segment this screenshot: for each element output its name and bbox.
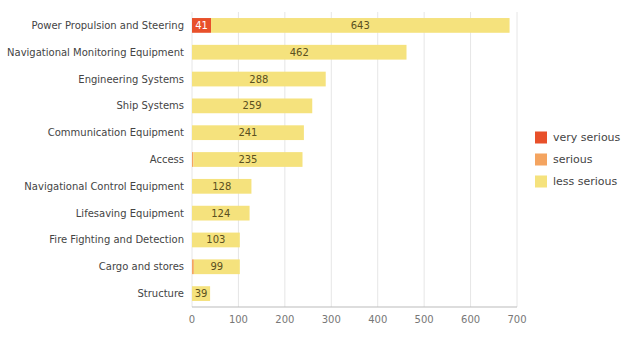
bar-segment (192, 45, 407, 60)
grid (192, 12, 517, 307)
tick-label: 300 (322, 314, 341, 325)
tick-label: 500 (415, 314, 434, 325)
data-label: 99 (210, 261, 223, 272)
bar-segment (192, 259, 194, 274)
tick-label: 100 (229, 314, 248, 325)
data-label: 124 (211, 208, 230, 219)
grid-line (470, 12, 471, 307)
tick-label: 0 (189, 314, 195, 325)
grid-line (424, 12, 425, 307)
legend: very serious serious less serious (535, 131, 621, 188)
bar-segment (193, 152, 302, 167)
legend-label: very serious (553, 131, 621, 144)
data-label: 288 (249, 74, 268, 85)
x-axis-line (192, 307, 517, 308)
legend-label: serious (553, 153, 593, 166)
bar-segment (192, 206, 250, 221)
tick-label: 600 (461, 314, 480, 325)
chart: 0 100 200 300 400 500 600 700 Power Propulsion a… (0, 0, 629, 337)
category-label: Cargo and stores (99, 261, 184, 272)
tick-label: 700 (507, 314, 526, 325)
category-label: Power Propulsion and Steering (31, 20, 184, 31)
data-label: 41 (195, 20, 208, 31)
legend-swatch (535, 132, 547, 144)
tick-label: 400 (368, 314, 387, 325)
category-label: Navigational Control Equipment (24, 181, 184, 192)
bar-segment (192, 152, 193, 167)
bar-segment (192, 72, 326, 87)
bar-segment (192, 18, 211, 33)
category-label: Access (150, 154, 184, 165)
bar-segment (192, 125, 304, 140)
bar-segment (192, 286, 210, 301)
category-label: Ship Systems (117, 100, 185, 111)
bar-segment (211, 18, 510, 33)
data-label: 241 (238, 127, 257, 138)
data-labels: 41 643 462 288 259 241 235 128 124 103 99 39 (195, 20, 370, 299)
bar-segment (192, 98, 312, 113)
bar-segment (192, 152, 193, 167)
data-label: 462 (290, 47, 309, 58)
data-label: 103 (206, 234, 225, 245)
bar-segment (192, 179, 251, 194)
grid-line (517, 12, 518, 307)
category-label: Navigational Monitoring Equipment (7, 47, 184, 58)
data-label: 39 (195, 288, 208, 299)
bar-segment (192, 233, 240, 248)
category-label: Communication Equipment (48, 127, 184, 138)
legend-swatch (535, 154, 547, 166)
bar-segment (194, 259, 240, 274)
category-label: Engineering Systems (78, 74, 184, 85)
legend-swatch (535, 176, 547, 188)
bars (192, 18, 510, 301)
tick-label: 200 (275, 314, 294, 325)
category-label: Lifesaving Equipment (76, 208, 184, 219)
data-label: 235 (238, 154, 257, 165)
data-label: 128 (212, 181, 231, 192)
category-label: Fire Fighting and Detection (49, 234, 184, 245)
data-label: 643 (351, 20, 370, 31)
legend-label: less serious (553, 175, 618, 188)
data-label: 259 (243, 100, 262, 111)
category-label: Structure (137, 288, 184, 299)
